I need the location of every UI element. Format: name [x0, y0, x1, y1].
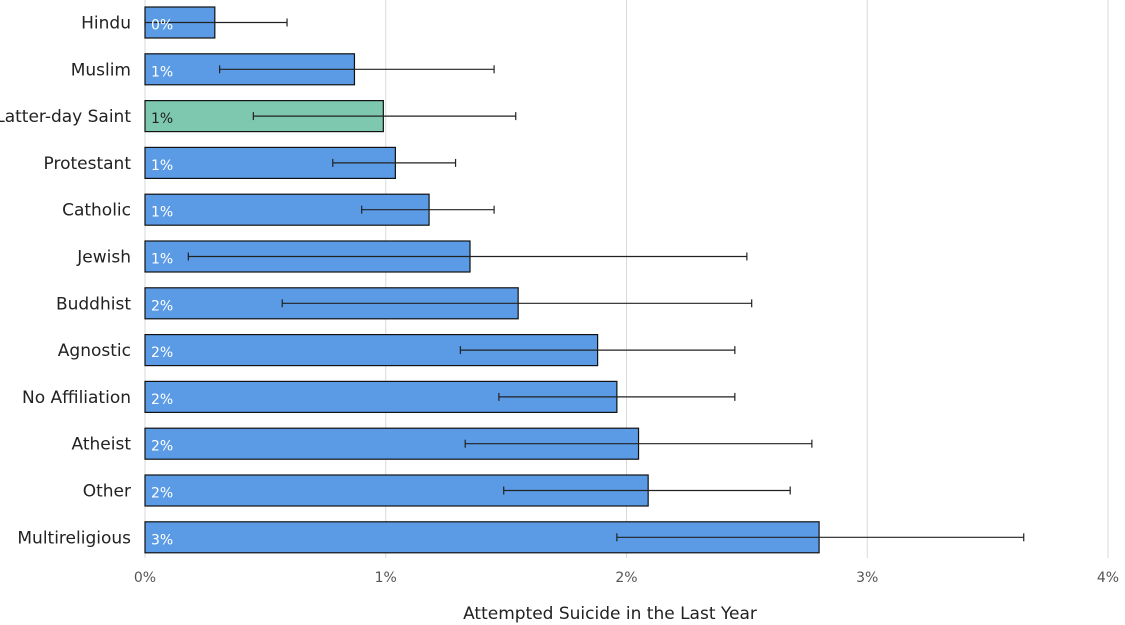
bars: [144, 6, 820, 554]
category-label: Buddhist: [56, 294, 131, 314]
x-tick-label: 0%: [134, 570, 156, 586]
labels: Hindu 0% Muslim 1% Latter-day Saint 1% Protest…: [0, 14, 173, 549]
data-label: 1%: [151, 252, 173, 268]
gridlines: [144, 0, 1109, 558]
category-label: Protestant: [44, 154, 132, 174]
data-label: 1%: [151, 205, 173, 221]
data-label: 3%: [151, 532, 173, 548]
x-tick-label: 1%: [375, 570, 397, 586]
category-label: Hindu: [81, 14, 131, 34]
data-label: 0%: [151, 18, 173, 34]
data-label: 1%: [151, 158, 173, 174]
data-label: 2%: [151, 345, 173, 361]
data-label: 2%: [151, 486, 173, 502]
category-label: Other: [83, 482, 131, 502]
data-label: 1%: [151, 111, 173, 127]
category-label: Atheist: [72, 435, 132, 455]
error-bars: [144, 18, 1025, 542]
data-label: 2%: [151, 392, 173, 408]
category-label: Multireligious: [17, 528, 131, 548]
category-label: Latter-day Saint: [0, 107, 131, 127]
category-label: No Affiliation: [22, 388, 131, 408]
x-tick-label: 2%: [615, 570, 637, 586]
x-tick-label: 4%: [1097, 570, 1119, 586]
data-label: 2%: [151, 439, 173, 455]
x-axis-title: Attempted Suicide in the Last Year: [463, 604, 757, 624]
x-tick-label: 3%: [856, 570, 878, 586]
category-label: Jewish: [76, 248, 131, 268]
category-label: Catholic: [62, 201, 131, 221]
x-axis-ticks: 0% 1% 2% 3% 4%: [134, 570, 1119, 586]
category-label: Agnostic: [58, 341, 131, 361]
data-label: 1%: [151, 64, 173, 80]
category-label: Muslim: [71, 60, 131, 80]
data-label: 2%: [151, 298, 173, 314]
